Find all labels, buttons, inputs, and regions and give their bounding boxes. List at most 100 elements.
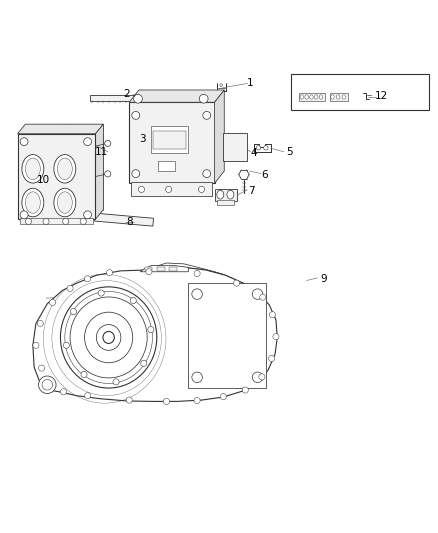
Ellipse shape (273, 334, 279, 340)
Ellipse shape (342, 95, 346, 99)
Ellipse shape (63, 342, 69, 349)
Ellipse shape (141, 360, 147, 366)
Ellipse shape (217, 190, 224, 199)
Ellipse shape (305, 95, 308, 99)
Polygon shape (33, 266, 277, 401)
Ellipse shape (54, 155, 76, 183)
Text: 11: 11 (95, 147, 108, 157)
Ellipse shape (194, 270, 200, 277)
Text: 10: 10 (36, 175, 49, 185)
Ellipse shape (37, 320, 43, 327)
Ellipse shape (155, 95, 160, 101)
Ellipse shape (85, 312, 133, 363)
Text: 4: 4 (251, 149, 258, 158)
Bar (153, 131, 186, 149)
Polygon shape (95, 124, 103, 219)
Ellipse shape (63, 219, 69, 224)
Polygon shape (140, 265, 188, 272)
Ellipse shape (132, 169, 140, 177)
Ellipse shape (192, 372, 202, 383)
Ellipse shape (20, 138, 28, 146)
Ellipse shape (203, 111, 211, 119)
Ellipse shape (71, 309, 77, 314)
Ellipse shape (264, 146, 268, 150)
Ellipse shape (199, 94, 208, 103)
Bar (131, 182, 212, 197)
Polygon shape (18, 134, 95, 219)
Ellipse shape (252, 372, 263, 383)
Bar (217, 200, 234, 205)
Bar (90, 95, 162, 101)
Ellipse shape (80, 219, 86, 224)
Ellipse shape (25, 192, 40, 213)
Bar (299, 93, 325, 101)
Polygon shape (129, 102, 215, 183)
Ellipse shape (22, 188, 44, 217)
Ellipse shape (331, 95, 334, 99)
Bar (158, 161, 175, 171)
Bar (157, 266, 165, 271)
Text: 1: 1 (246, 78, 253, 88)
Polygon shape (18, 124, 103, 134)
Ellipse shape (33, 342, 39, 349)
Text: 6: 6 (261, 169, 268, 180)
Ellipse shape (81, 372, 87, 377)
Bar (330, 93, 348, 101)
Ellipse shape (233, 280, 240, 286)
Text: 8: 8 (126, 217, 133, 227)
Ellipse shape (43, 219, 49, 224)
Ellipse shape (98, 290, 104, 296)
Ellipse shape (268, 356, 275, 361)
Ellipse shape (134, 94, 142, 103)
Ellipse shape (259, 374, 265, 380)
Ellipse shape (67, 285, 73, 292)
Ellipse shape (106, 270, 113, 276)
Ellipse shape (198, 187, 205, 192)
Ellipse shape (138, 187, 145, 192)
Ellipse shape (57, 192, 72, 213)
Ellipse shape (105, 171, 111, 177)
Ellipse shape (269, 312, 276, 318)
Text: 3: 3 (139, 134, 146, 144)
Text: 9: 9 (321, 274, 328, 284)
Polygon shape (215, 90, 224, 183)
Ellipse shape (25, 219, 32, 224)
Ellipse shape (60, 389, 67, 395)
Ellipse shape (39, 365, 45, 371)
Ellipse shape (130, 297, 136, 304)
Bar (291, 74, 429, 110)
Ellipse shape (60, 287, 157, 388)
Ellipse shape (146, 269, 152, 275)
Text: 2: 2 (124, 90, 131, 99)
Ellipse shape (260, 294, 266, 300)
Bar (169, 266, 177, 271)
Polygon shape (129, 90, 224, 102)
Ellipse shape (103, 332, 114, 343)
Text: 5: 5 (286, 147, 293, 157)
Ellipse shape (132, 111, 140, 119)
Ellipse shape (220, 393, 226, 400)
Ellipse shape (84, 138, 92, 146)
Ellipse shape (49, 300, 56, 305)
Bar (94, 213, 154, 226)
Ellipse shape (252, 289, 263, 300)
Ellipse shape (85, 276, 91, 282)
Ellipse shape (256, 146, 261, 150)
Ellipse shape (54, 188, 76, 217)
Ellipse shape (194, 398, 200, 403)
Ellipse shape (319, 95, 323, 99)
Ellipse shape (25, 158, 40, 180)
Ellipse shape (220, 84, 223, 86)
Ellipse shape (113, 379, 119, 385)
Ellipse shape (22, 155, 44, 183)
Polygon shape (25, 124, 103, 209)
Ellipse shape (314, 95, 318, 99)
Ellipse shape (310, 95, 313, 99)
Ellipse shape (85, 393, 91, 399)
Ellipse shape (336, 95, 340, 99)
Bar (151, 126, 188, 152)
Ellipse shape (192, 289, 202, 300)
Text: 7: 7 (248, 186, 255, 196)
Bar (223, 133, 247, 161)
Ellipse shape (96, 325, 121, 350)
